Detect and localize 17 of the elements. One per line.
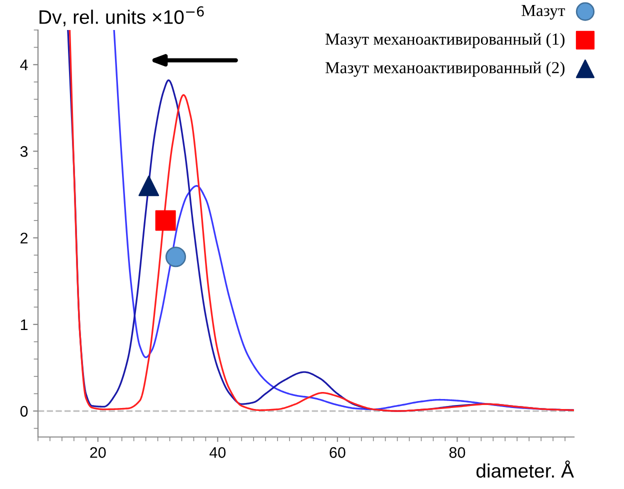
legend-label: Мазут <box>522 5 565 20</box>
point <box>155 210 176 231</box>
y-tick-label: 2 <box>20 232 28 244</box>
x-tick-label: 60 <box>330 447 346 458</box>
y-tick-label: 1 <box>20 319 28 330</box>
legend-label: Мазут механоактивированный (2) <box>325 62 564 77</box>
y-axis-title: Dv, rel. units ×10$^{−6}$ <box>40 6 204 26</box>
legend-label: Мазут механоактивированный (1) <box>325 33 564 48</box>
x-tick-label: 80 <box>449 447 466 458</box>
x-tick-label: 20 <box>90 447 106 458</box>
y-tick-label: 0 <box>20 406 28 417</box>
y-tick-label: 3 <box>20 146 28 157</box>
point <box>138 176 160 196</box>
x-axis-title: diameter. Å <box>476 460 574 478</box>
y-tick-label: 4 <box>20 60 28 70</box>
point <box>165 246 186 268</box>
x-tick-label: 40 <box>210 447 226 458</box>
